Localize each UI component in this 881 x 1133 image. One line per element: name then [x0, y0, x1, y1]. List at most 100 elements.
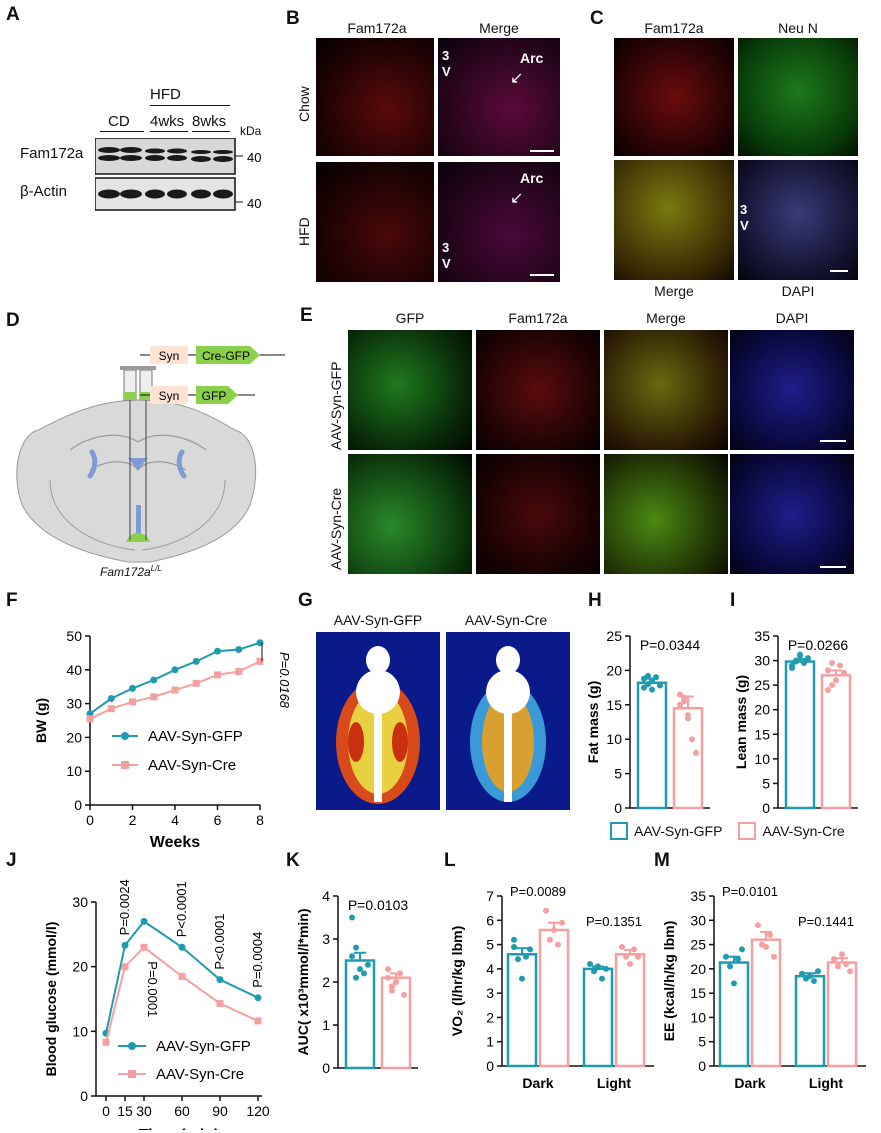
data-point: [649, 686, 655, 693]
data-point: [603, 965, 609, 972]
data-point: [801, 660, 807, 667]
legend-label: AAV-Syn-GFP: [148, 728, 243, 745]
y-tick-label: 35: [690, 888, 706, 904]
data-point: [107, 695, 115, 703]
y-tick-label: 0: [614, 800, 622, 816]
data-point: [519, 975, 525, 982]
data-point: [829, 660, 835, 667]
mouse-genotype-label: Fam172aL/L: [100, 564, 162, 579]
data-point: [192, 657, 200, 665]
y-tick-label: 10: [690, 1009, 706, 1025]
arrow-icon: ↙: [510, 70, 524, 87]
8wks-underline: [192, 131, 230, 132]
data-point: [178, 972, 186, 980]
x-tick-label: 8: [256, 812, 264, 828]
data-point: [397, 970, 403, 977]
data-point: [256, 657, 264, 665]
panel-e-row1-label: AAV-Syn-GFP: [328, 361, 344, 450]
data-point: [254, 1017, 262, 1025]
data-point: [365, 961, 371, 968]
data-point: [599, 975, 605, 982]
data-point: [723, 953, 729, 960]
chart-j-gtt: 0102030015306090120Time (min)Blood gluco…: [43, 879, 270, 1130]
y-tick-label: 10: [72, 1023, 88, 1039]
y-axis-title: VO₂ (l/hr/kg lbm): [449, 926, 465, 1036]
legend-cre-swatch: [738, 822, 757, 840]
data-point: [653, 674, 659, 681]
y-tick-label: 2: [486, 1009, 494, 1025]
p-value-label: P=0.0101: [722, 884, 778, 899]
data-point: [727, 963, 733, 970]
data-point: [150, 693, 158, 701]
4wks-underline: [150, 131, 188, 132]
data-point: [649, 677, 655, 684]
data-point: [837, 662, 843, 669]
chart-f-body-weight: 0 10 20 30 40 50 0 2 4 6 8 Weeks BW (g) P=0.0168 AAV-S…: [33, 628, 292, 851]
bar-1: [820, 674, 852, 810]
data-point: [815, 968, 821, 975]
data-point: [140, 917, 148, 925]
data-point: [523, 953, 529, 960]
y-tick-label: 6: [486, 912, 494, 928]
data-point: [595, 963, 601, 970]
data-point: [825, 687, 831, 694]
micrograph-c-neun: [738, 38, 858, 156]
data-point: [839, 951, 845, 958]
data-point: [216, 976, 224, 984]
y-axis-title: Lean mass (g): [733, 675, 749, 769]
marker-40-a: 40: [247, 150, 261, 165]
y-tick-label: 20: [690, 961, 706, 977]
x-tick-label: 30: [136, 1103, 152, 1119]
chart-l-vo2: 0 1 2 3 4 5 6 7 VO₂ (l/hr/kg lbm) Dark P=0.0089 Lig…: [449, 884, 654, 1091]
scale-bar: [530, 150, 554, 152]
p-value-label: P<0.0001: [212, 914, 227, 970]
y-tick-label: 5: [762, 775, 770, 791]
syn-label-1: Syn: [159, 349, 180, 363]
data-point: [551, 927, 557, 933]
panel-label-a: A: [6, 4, 20, 25]
panel-label-m: M: [654, 850, 670, 871]
data-point: [171, 666, 179, 674]
8wks-label: 8wks: [192, 113, 227, 130]
panel-c-neun-label: Neu N: [778, 20, 818, 36]
scale-bar: [830, 270, 848, 272]
y-tick-label: 0: [80, 1088, 88, 1104]
y-tick-label: 35: [754, 628, 770, 644]
legend-label: AAV-Syn-GFP: [156, 1038, 251, 1055]
bar: [718, 961, 750, 1068]
data-point: [527, 946, 533, 953]
x-tick-label: Light: [809, 1075, 844, 1091]
data-point: [587, 961, 593, 967]
panel-b-col1-label: Fam172a: [347, 20, 407, 36]
y-tick-label: 0: [74, 797, 82, 813]
scale-bar: [820, 440, 846, 442]
bar-0: [344, 959, 376, 1070]
y-axis-title: Fat mass (g): [585, 681, 601, 763]
y-tick-label: 25: [690, 937, 706, 953]
data-point: [353, 974, 359, 981]
y-tick-label: 20: [72, 959, 88, 975]
y-axis-title: AUC( x10³mmol/l*min): [295, 908, 311, 1055]
data-point: [192, 679, 200, 687]
y-tick-label: 0: [322, 1060, 330, 1076]
data-point: [214, 671, 221, 679]
x-axis-title: Time (min): [139, 1127, 220, 1130]
panel-d-schematic: Syn Cre-GFP Syn GFP: [16, 346, 285, 563]
data-point: [393, 979, 399, 985]
p-value-label: P=0.0168: [277, 652, 292, 709]
legend-label: AAV-Syn-Cre: [156, 1066, 244, 1083]
legend-marker: [121, 761, 129, 769]
y-tick-label: 10: [606, 731, 622, 747]
p-value-label: P=0.1441: [798, 914, 854, 929]
bar: [826, 961, 858, 1068]
y-tick-label: 10: [66, 763, 82, 779]
y-tick-label: 4: [322, 888, 330, 904]
p-value-label: P=0.0103: [348, 897, 409, 913]
gfp-construct-label: GFP: [202, 389, 227, 403]
p-value-label: P=0.0089: [510, 884, 566, 899]
fam172a-row-label: Fam172a: [20, 145, 84, 162]
chart-h-fat-mass: 0 5 10 15 20 25 Fat mass (g) P=0.0344: [585, 628, 710, 816]
data-point: [129, 698, 136, 706]
y-tick-label: 7: [486, 888, 494, 904]
chart-m-ee: 0 5 10 15 20 25 30 35 EE (kcal/h/kg lbm) Dark P=0.…: [661, 884, 866, 1091]
